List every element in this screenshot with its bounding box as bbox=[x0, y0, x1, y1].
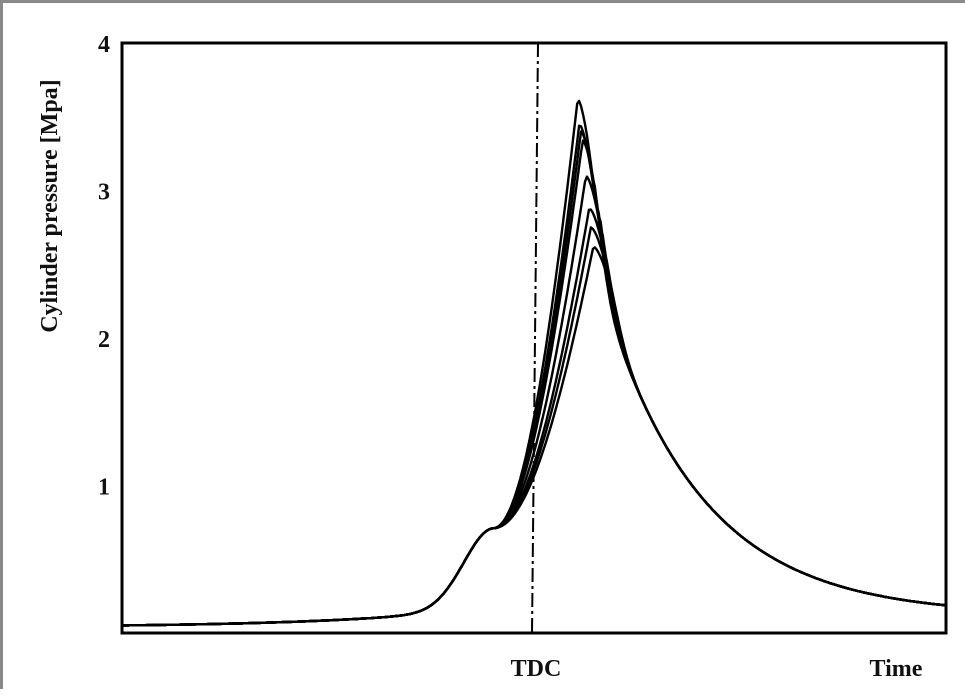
pressure-curve-4 bbox=[122, 139, 947, 627]
x-ticks-group: TDC bbox=[511, 656, 562, 682]
y-axis-label: Cylinder pressure [Mpa] bbox=[37, 79, 63, 332]
x-tick-label: TDC bbox=[511, 656, 562, 682]
y-tick-label: 1 bbox=[98, 475, 110, 501]
plot-area-border bbox=[120, 41, 948, 635]
tdc-reference-line bbox=[531, 42, 539, 634]
y-ticks-group: 1 2 3 4 bbox=[98, 32, 110, 501]
x-axis-label: Time bbox=[870, 656, 923, 682]
y-tick-label: 4 bbox=[98, 32, 110, 58]
y-tick-label: 3 bbox=[98, 180, 110, 206]
pressure-chart: 1 2 3 4 TDC Time Cylinder pressure [Mpa] bbox=[37, 32, 948, 682]
curves-group bbox=[122, 99, 947, 627]
y-tick-label: 2 bbox=[98, 327, 110, 353]
